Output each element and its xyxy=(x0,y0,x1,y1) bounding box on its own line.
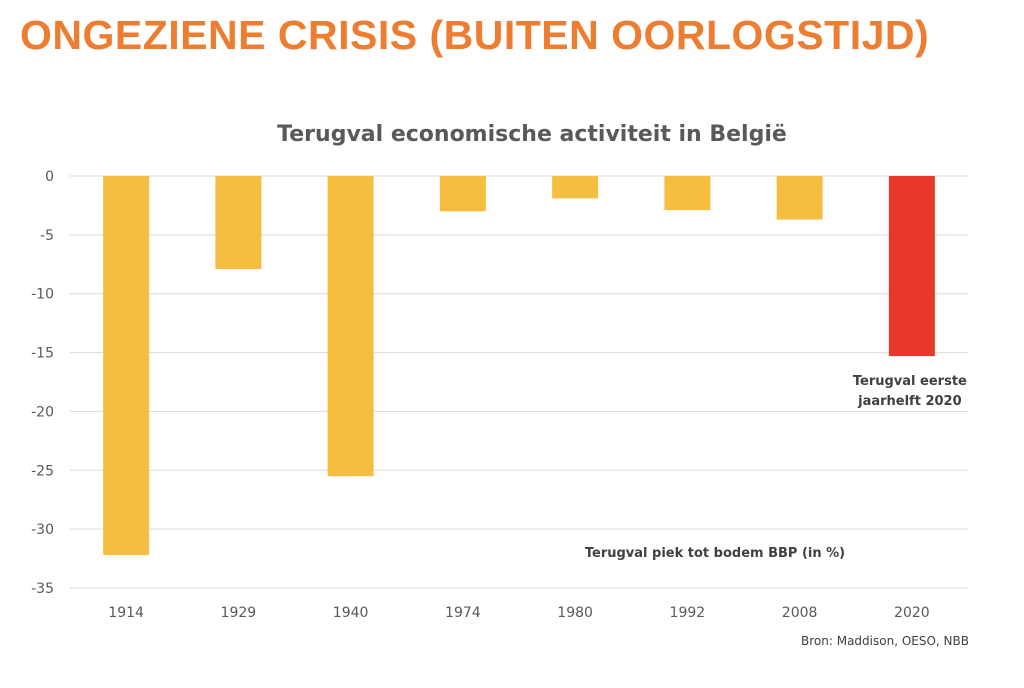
gridlines xyxy=(70,175,968,589)
slide-title: ONGEZIENE CRISIS (BUITEN OORLOGSTIJD) xyxy=(20,12,930,58)
x-axis-ticks: 1914 1929 1940 1974 1980 1992 2008 2020 xyxy=(108,605,929,621)
annotations: Terugval eerste jaarhelft 2020 Terugval pi… xyxy=(585,374,967,561)
y-tick-label: -15 xyxy=(31,346,54,362)
bar-1940 xyxy=(327,176,374,477)
bar-2020 xyxy=(888,176,935,357)
bars xyxy=(103,176,935,556)
bar-1974 xyxy=(439,176,486,212)
y-tick-label: -30 xyxy=(31,522,54,538)
chart-title: Terugval economische activiteit in Belgi… xyxy=(277,122,787,147)
y-tick-label: -25 xyxy=(31,463,54,479)
y-tick-label: -10 xyxy=(31,287,54,303)
x-tick-label: 1929 xyxy=(221,605,257,621)
bar-1980 xyxy=(552,176,599,199)
y-tick-label: 0 xyxy=(45,169,54,185)
series-description: Terugval piek tot bodem BBP (in %) xyxy=(585,546,845,561)
source-label: Bron: Maddison, OESO, NBB xyxy=(801,634,969,648)
annotation-2020-line: jaarhelft 2020 xyxy=(857,394,962,409)
y-tick-label: -5 xyxy=(40,228,54,244)
x-tick-label: 1914 xyxy=(108,605,144,621)
x-tick-label: 2020 xyxy=(894,605,930,621)
x-tick-label: 2008 xyxy=(782,605,818,621)
x-tick-label: 1940 xyxy=(333,605,369,621)
x-tick-label: 1980 xyxy=(557,605,593,621)
y-axis-ticks: 0 -5 -10 -15 -20 -25 -30 -35 xyxy=(31,169,54,597)
x-tick-label: 1992 xyxy=(670,605,706,621)
bar-1992 xyxy=(664,176,711,211)
y-tick-label: -35 xyxy=(31,581,54,597)
y-tick-label: -20 xyxy=(31,404,54,420)
bar-2008 xyxy=(776,176,823,220)
x-tick-label: 1974 xyxy=(445,605,481,621)
annotation-2020-line: Terugval eerste xyxy=(853,374,967,389)
bar-1929 xyxy=(215,176,262,269)
bar-1914 xyxy=(103,176,150,556)
